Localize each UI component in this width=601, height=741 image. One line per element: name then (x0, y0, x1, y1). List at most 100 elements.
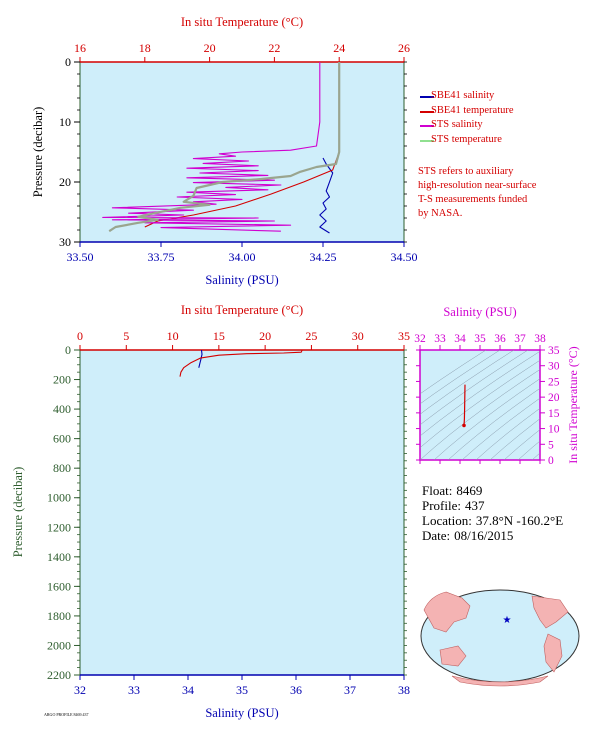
density-contour (447, 387, 540, 460)
density-contour (475, 407, 540, 460)
float-id-row: Float: 8469 (422, 483, 482, 499)
top-axis-title: In situ Temperature (°C) (181, 15, 303, 29)
y-axis-title: Pressure (decibar) (31, 107, 45, 198)
y-axis-tick-label: 1600 (47, 579, 71, 593)
x-axis-tick-label: 38 (398, 683, 410, 697)
date-label: Date: (422, 528, 451, 543)
plot-area (419, 349, 541, 461)
density-contour (420, 350, 501, 405)
y-axis-tick-label: 600 (53, 432, 71, 446)
near-surface-profile-chart: 16 18 20 22 24 26 33.50 33.75 34.00 34.25 34.50 0 10… (31, 15, 418, 287)
legend-label: SBE41 salinity (431, 90, 495, 101)
top-axis-tick-label: 16 (74, 41, 86, 55)
x-axis-tick-label: 34.25 (310, 250, 337, 264)
australia-landmass (439, 645, 467, 667)
density-contour (489, 418, 540, 460)
y-axis-tick-label: 800 (53, 461, 71, 475)
density-contour (433, 378, 540, 460)
x-axis-tick-label: 35 (236, 683, 248, 697)
line-swatch-icon (420, 125, 434, 127)
density-contour (420, 369, 540, 460)
top-axis-tick-label: 5 (123, 329, 129, 343)
antarctica-landmass (451, 675, 549, 687)
asia-landmass (423, 591, 471, 633)
date-value: 08/16/2015 (454, 528, 514, 543)
location-value: 37.8°N -160.2°E (475, 513, 564, 528)
x-axis-tick-label: 34.50 (391, 250, 418, 264)
line-swatch-icon (420, 139, 434, 142)
location-label: Location: (422, 513, 472, 528)
y-axis-tick-label: 1200 (47, 520, 71, 534)
x-axis-tick-label: 33 (128, 683, 140, 697)
y-axis-tick-label: 30 (59, 235, 71, 249)
y-axis-tick-label: 1000 (47, 491, 71, 505)
density-contour (420, 350, 515, 415)
ts-top-tick-label: 35 (474, 333, 486, 345)
sts-note: STS refers to auxiliary high-resolution … (418, 165, 598, 221)
plot-area (79, 349, 405, 676)
ts-end-point (462, 423, 466, 428)
profile-row: Profile: 437 (422, 498, 485, 514)
ts-y-tick-label: 10 (548, 424, 560, 436)
x-axis-title: Salinity (PSU) (205, 273, 278, 287)
y-axis-tick-label: 200 (53, 373, 71, 387)
density-contour (517, 440, 540, 460)
x-axis-tick-label: 34 (182, 683, 194, 697)
density-contours (420, 350, 601, 460)
legend-label: SBE41 temperature (431, 104, 514, 116)
series-line-sts-temperature (108, 62, 341, 233)
note-line: by NASA. (418, 208, 463, 219)
ts-y-tick-label: 30 (548, 361, 560, 373)
ts-y-tick-label: 20 (548, 392, 560, 404)
float-value: 8469 (456, 483, 483, 498)
note-line: T-S measurements funded (418, 194, 528, 205)
top-axis-tick-label: 10 (167, 329, 179, 343)
line-swatch-icon (420, 96, 434, 98)
series-line-sts-salinity (102, 62, 321, 232)
top-axis-tick-label: 22 (268, 41, 280, 55)
ts-top-tick-label: 36 (494, 333, 506, 345)
density-contour (420, 350, 540, 437)
top-axis-tick-label: 15 (213, 329, 225, 343)
line-swatch-icon (420, 110, 434, 113)
note-line: STS refers to auxiliary (418, 166, 514, 177)
y-axis-tick-label: 10 (59, 115, 71, 129)
x-axis-tick-label: 33.50 (67, 250, 94, 264)
density-contour (461, 397, 540, 460)
top-axis-tick-label: 18 (139, 41, 151, 55)
top-axis-tick-label: 24 (333, 41, 345, 55)
y-axis-tick-label: 20 (59, 175, 71, 189)
ts-top-tick-label: 38 (534, 333, 546, 345)
x-axis-tick-label: 37 (344, 683, 356, 697)
profile-value: 437 (465, 498, 485, 513)
density-contour (420, 350, 529, 426)
temperature-salinity-diagram: 32 33 34 35 36 37 38 0 5 10 15 20 25 30 35 Salinity (P… (414, 305, 601, 467)
y-axis-title: In situ Temperature (°C) (566, 346, 580, 463)
ts-y-tick-label: 25 (548, 376, 560, 388)
y-axis-tick-label: 0 (65, 55, 71, 69)
float-location-map: ★ (420, 589, 580, 687)
top-axis-title: Salinity (PSU) (443, 305, 516, 319)
top-axis-tick-label: 30 (352, 329, 364, 343)
note-line: high-resolution near-surface (418, 180, 537, 191)
x-axis-tick-label: 33.75 (148, 250, 175, 264)
y-axis-tick-label: 2000 (47, 638, 71, 652)
top-axis-tick-label: 20 (259, 329, 271, 343)
date-row: Date: 08/16/2015 (422, 528, 513, 544)
y-axis-tick-label: 0 (65, 343, 71, 357)
series-line-sbe41-salinity (319, 157, 334, 234)
y-axis-tick-label: 400 (53, 402, 71, 416)
x-axis-tick-label: 36 (290, 683, 302, 697)
float-label: Float: (422, 483, 453, 498)
x-axis-tick-label: 34.00 (229, 250, 256, 264)
ts-y-tick-label: 0 (548, 455, 554, 467)
ts-top-tick-label: 33 (434, 333, 446, 345)
profile-label: Profile: (422, 498, 461, 513)
y-axis-tick-label: 2200 (47, 668, 71, 682)
y-axis-title: Pressure (decibar) (11, 467, 25, 558)
ts-y-tick-label: 35 (548, 345, 560, 357)
density-contour (588, 350, 601, 460)
north-america-landmass (531, 595, 569, 629)
series-line-salinity (198, 349, 203, 368)
